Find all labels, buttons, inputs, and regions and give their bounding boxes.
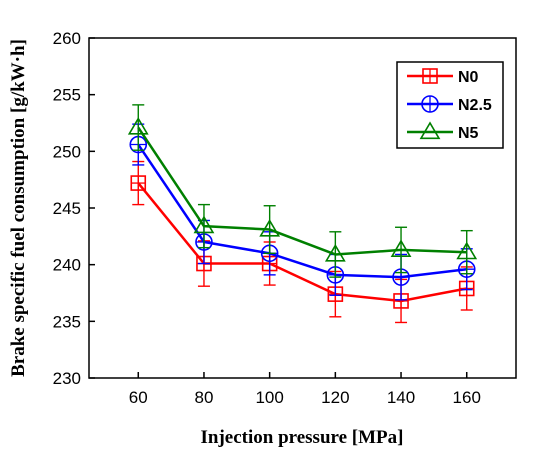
series-line [137,126,467,256]
x-tick-label: 60 [129,388,148,407]
marker-triangle [390,239,412,258]
series-line [137,182,467,303]
y-axis-title: Brake specific fuel consumption [g/kW·h] [8,39,29,377]
marker-triangle [419,121,441,140]
x-tick-label: 100 [255,388,283,407]
legend-label: N2.5 [458,97,492,114]
data-point [324,243,346,262]
legend-label: N0 [458,69,479,86]
marker-triangle [456,241,478,260]
y-tick-label: 260 [53,29,81,48]
series-layer [127,104,478,324]
legend-label: N5 [458,125,479,142]
y-tick-label: 240 [53,256,81,275]
x-tick-label: 80 [195,388,214,407]
legend-item-N5: N5 [407,121,479,142]
series-N2.5 [129,123,476,301]
marker-triangle [193,215,215,234]
marker-triangle [127,116,149,135]
y-tick-label: 250 [53,142,81,161]
x-axis-title: Injection pressure [MPa] [201,427,404,448]
data-point [456,241,478,260]
marker-triangle [324,243,346,262]
y-tick-label: 235 [53,312,81,331]
x-tick-label: 160 [453,388,481,407]
y-tick-label: 255 [53,86,81,105]
data-point [390,239,412,258]
y-tick-label: 245 [53,199,81,218]
y-tick-label: 230 [53,369,81,388]
x-tick-label: 140 [387,388,415,407]
axis-ticks: 60 80 100 120 140 160 230 235 240 245 250 255 260 [53,29,481,407]
legend-item-N0: N0 [407,68,479,86]
data-point [193,215,215,234]
legend-item-N2.5: N2.5 [407,95,492,114]
legend: N0 N2.5 N5 [396,61,504,149]
data-point [127,116,149,135]
marker-triangle [259,218,281,237]
series-line [137,143,467,279]
series-N5 [127,104,478,278]
x-tick-label: 120 [321,388,349,407]
data-point [259,218,281,237]
data-point [130,175,147,191]
